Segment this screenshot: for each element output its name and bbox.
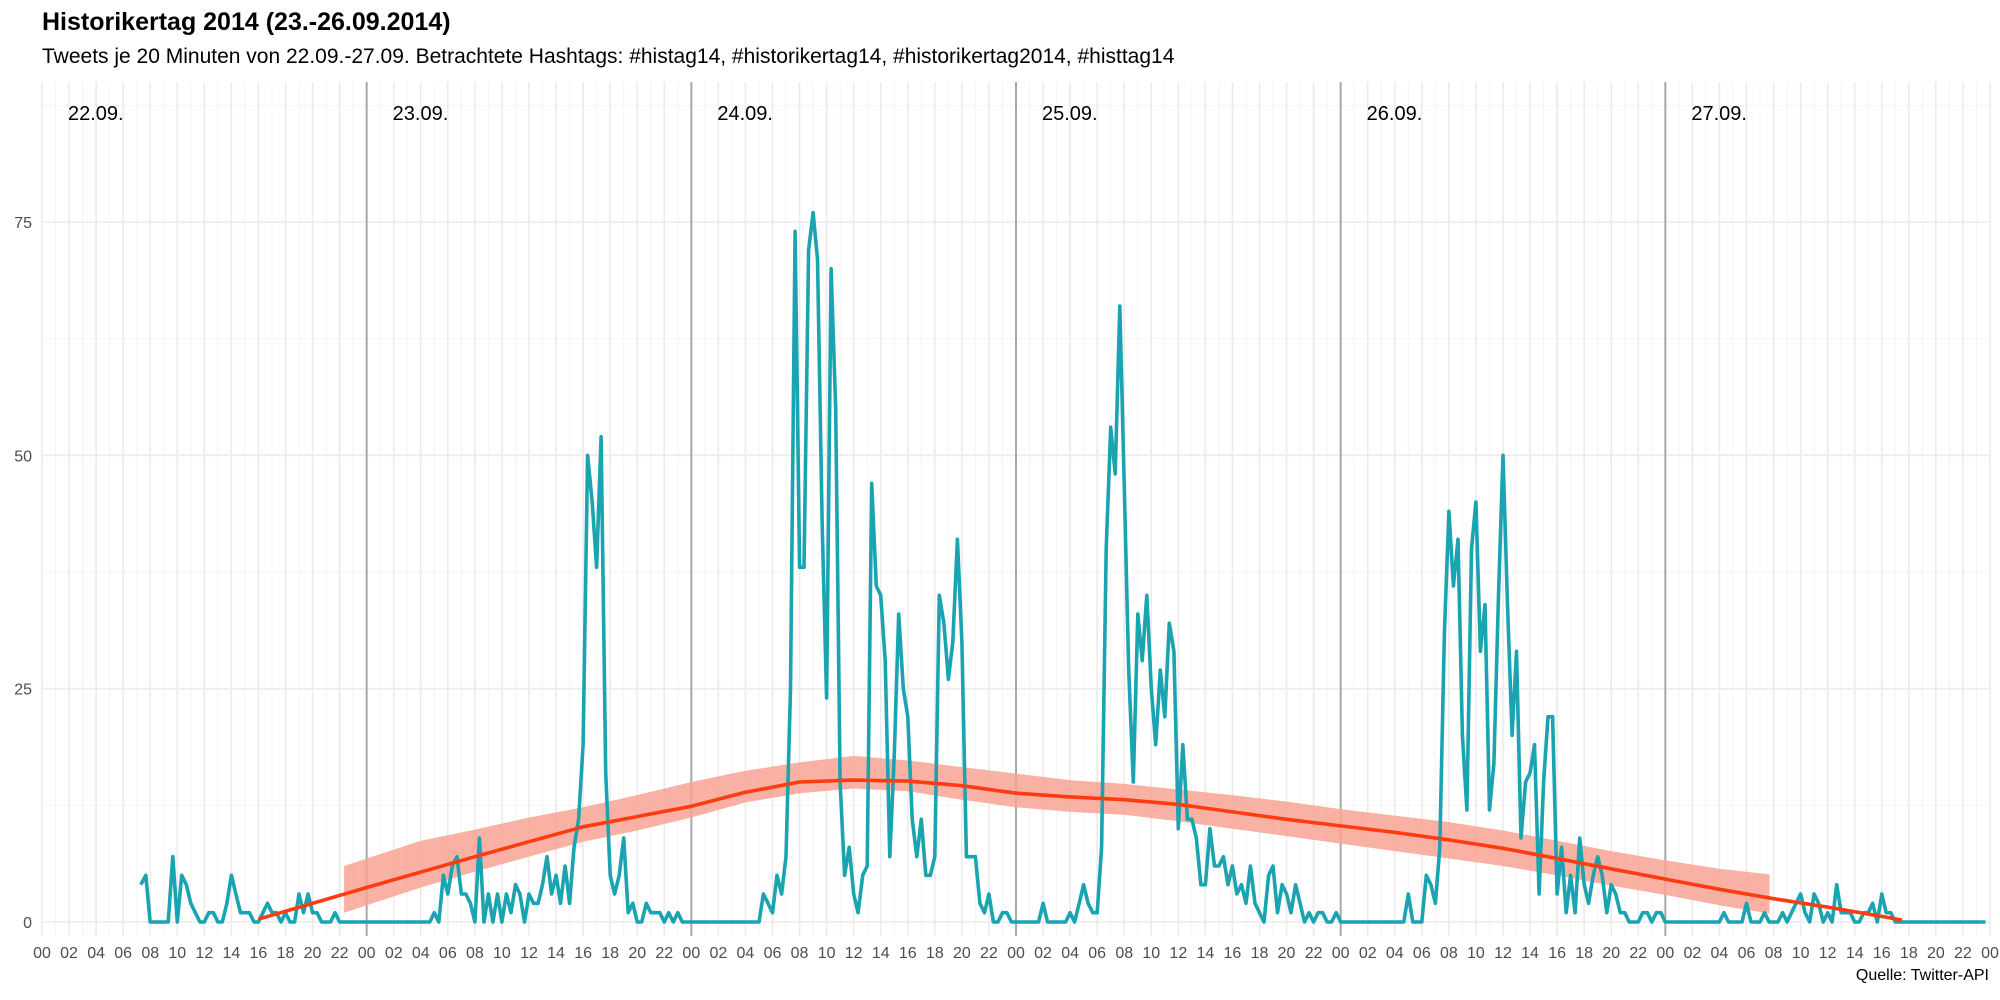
x-tick-label: 12 (1494, 945, 1512, 962)
day-label: 22.09. (68, 103, 124, 125)
x-tick-label: 16 (250, 945, 268, 962)
x-tick-label: 06 (1413, 945, 1431, 962)
x-tick-label: 14 (1196, 945, 1214, 962)
x-tick-label: 22 (331, 945, 349, 962)
x-tick-label: 08 (1115, 945, 1133, 962)
x-tick-label: 14 (1846, 945, 1864, 962)
chart-caption: Quelle: Twitter-API (1855, 967, 1989, 984)
x-tick-label: 16 (1224, 945, 1242, 962)
x-tick-label: 08 (466, 945, 484, 962)
x-tick-label: 18 (277, 945, 295, 962)
x-tick-label: 16 (1548, 945, 1566, 962)
x-tick-label: 00 (1656, 945, 1674, 962)
x-tick-label: 20 (304, 945, 322, 962)
x-tick-label: 22 (655, 945, 673, 962)
x-tick-label: 16 (899, 945, 917, 962)
x-tick-label: 00 (1981, 945, 1999, 962)
y-tick-label: 75 (14, 215, 32, 232)
y-tick-label: 25 (14, 682, 32, 699)
series-line-tweets (139, 210, 1986, 924)
x-tick-label: 02 (709, 945, 727, 962)
x-tick-label: 10 (168, 945, 186, 962)
x-tick-label: 04 (412, 945, 430, 962)
x-tick-label: 08 (1765, 945, 1783, 962)
x-tick-label: 00 (33, 945, 51, 962)
x-tick-label: 10 (493, 945, 511, 962)
x-tick-label: 10 (1792, 945, 1810, 962)
x-tick-label: 02 (60, 945, 78, 962)
x-tick-label: 20 (628, 945, 646, 962)
x-tick-label: 12 (195, 945, 213, 962)
x-tick-label: 20 (1278, 945, 1296, 962)
x-tick-label: 00 (1332, 945, 1350, 962)
x-tick-label: 02 (1359, 945, 1377, 962)
x-tick-label: 06 (1738, 945, 1756, 962)
x-tick-label: 06 (764, 945, 782, 962)
day-label: 27.09. (1691, 103, 1747, 125)
x-tick-label: 04 (1711, 945, 1729, 962)
day-label: 25.09. (1042, 103, 1098, 125)
day-labels: 22.09. 23.09. 24.09. 25.09. 26.09. 27.09. (68, 103, 1747, 125)
x-tick-label: 08 (1440, 945, 1458, 962)
x-tick-label: 20 (1927, 945, 1945, 962)
x-tick-label: 00 (358, 945, 376, 962)
day-label: 26.09. (1367, 103, 1423, 125)
x-axis-ticks: 00 02 04 06 08 10 12 14 16 18 20 22 00 02 04 06 08 10 12 14… (33, 945, 1999, 962)
minor-grid (42, 82, 1990, 936)
x-tick-label: 02 (1034, 945, 1052, 962)
confidence-band-area (344, 755, 1770, 914)
series-line-trend (257, 778, 1903, 922)
x-tick-label: 12 (520, 945, 538, 962)
y-tick-label: 0 (23, 915, 32, 932)
x-tick-label: 04 (87, 945, 105, 962)
x-tick-label: 10 (818, 945, 836, 962)
x-tick-label: 08 (791, 945, 809, 962)
x-tick-label: 16 (574, 945, 592, 962)
x-tick-label: 04 (1386, 945, 1404, 962)
x-tick-label: 14 (1521, 945, 1539, 962)
x-tick-label: 14 (872, 945, 890, 962)
x-tick-label: 18 (1900, 945, 1918, 962)
x-tick-label: 04 (737, 945, 755, 962)
x-tick-label: 14 (222, 945, 240, 962)
x-tick-label: 10 (1142, 945, 1160, 962)
x-tick-label: 22 (1305, 945, 1323, 962)
x-tick-label: 20 (953, 945, 971, 962)
x-tick-label: 06 (1088, 945, 1106, 962)
confidence-band (344, 755, 1770, 914)
day-dividers (365, 82, 1667, 936)
x-tick-label: 12 (1819, 945, 1837, 962)
series-lines (139, 210, 1986, 924)
chart-title: Historikertag 2014 (23.-26.09.2014) (42, 8, 451, 36)
x-tick-label: 16 (1873, 945, 1891, 962)
x-tick-label: 18 (1251, 945, 1269, 962)
x-tick-label: 22 (1954, 945, 1972, 962)
x-tick-label: 20 (1602, 945, 1620, 962)
x-tick-label: 14 (547, 945, 565, 962)
y-tick-label: 50 (14, 448, 32, 465)
day-label: 23.09. (393, 103, 449, 125)
x-tick-label: 00 (1007, 945, 1025, 962)
x-tick-label: 10 (1467, 945, 1485, 962)
x-tick-label: 02 (1683, 945, 1701, 962)
x-tick-label: 06 (439, 945, 457, 962)
x-tick-label: 22 (980, 945, 998, 962)
x-tick-label: 18 (601, 945, 619, 962)
x-tick-label: 18 (1575, 945, 1593, 962)
x-tick-label: 04 (1061, 945, 1079, 962)
x-tick-label: 12 (1169, 945, 1187, 962)
x-tick-label: 12 (845, 945, 863, 962)
y-axis-ticks: 0 25 50 75 (14, 215, 32, 932)
x-tick-label: 08 (141, 945, 159, 962)
x-tick-label: 06 (114, 945, 132, 962)
x-tick-label: 22 (1629, 945, 1647, 962)
x-tick-label: 02 (385, 945, 403, 962)
x-tick-label: 18 (926, 945, 944, 962)
day-label: 24.09. (717, 103, 773, 125)
x-tick-label: 00 (682, 945, 700, 962)
chart-subtitle: Tweets je 20 Minuten von 22.09.-27.09. B… (42, 45, 1175, 68)
